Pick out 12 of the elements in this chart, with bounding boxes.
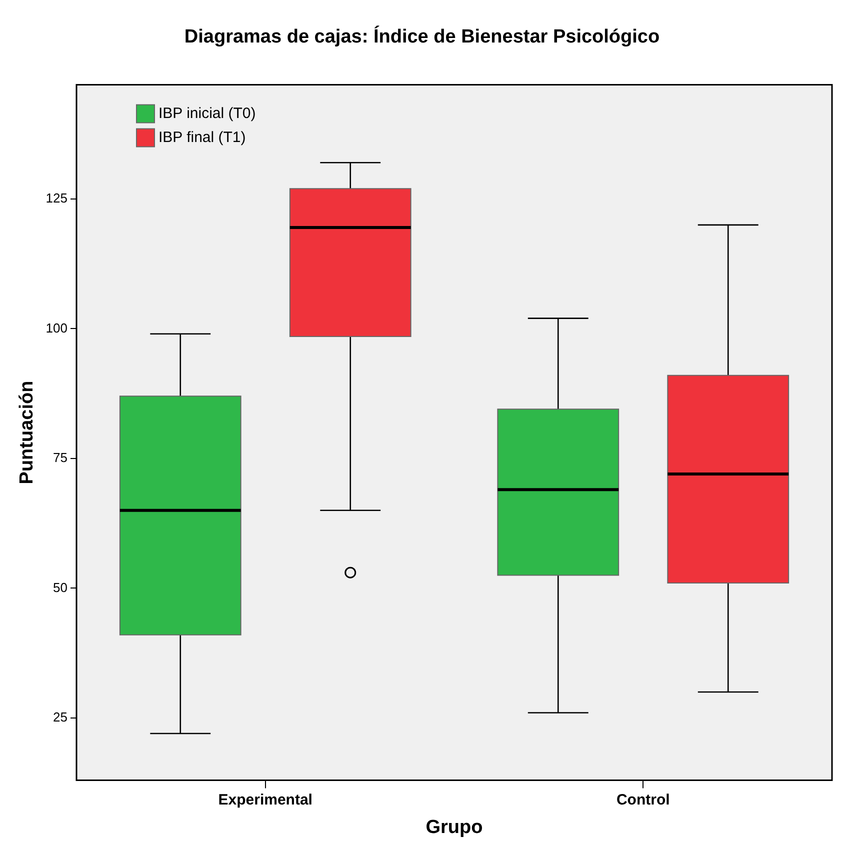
chart-title: Diagramas de cajas: Índice de Bienestar Psicológico [184,26,660,48]
y-tick-label: 125 [46,190,68,206]
y-tick-label: 25 [53,710,68,725]
legend-label: IBP inicial (T0) [158,104,256,122]
x-tick-label: Control [616,791,670,808]
x-axis-title: Grupo [426,816,483,838]
legend-label: IBP final (T1) [158,128,246,146]
x-tick-label: Experimental [218,791,312,808]
y-tick-label: 50 [53,580,68,595]
y-tick-label: 75 [53,450,68,466]
y-axis-title: Puntuación [16,380,38,484]
y-tick-label: 100 [46,320,68,336]
